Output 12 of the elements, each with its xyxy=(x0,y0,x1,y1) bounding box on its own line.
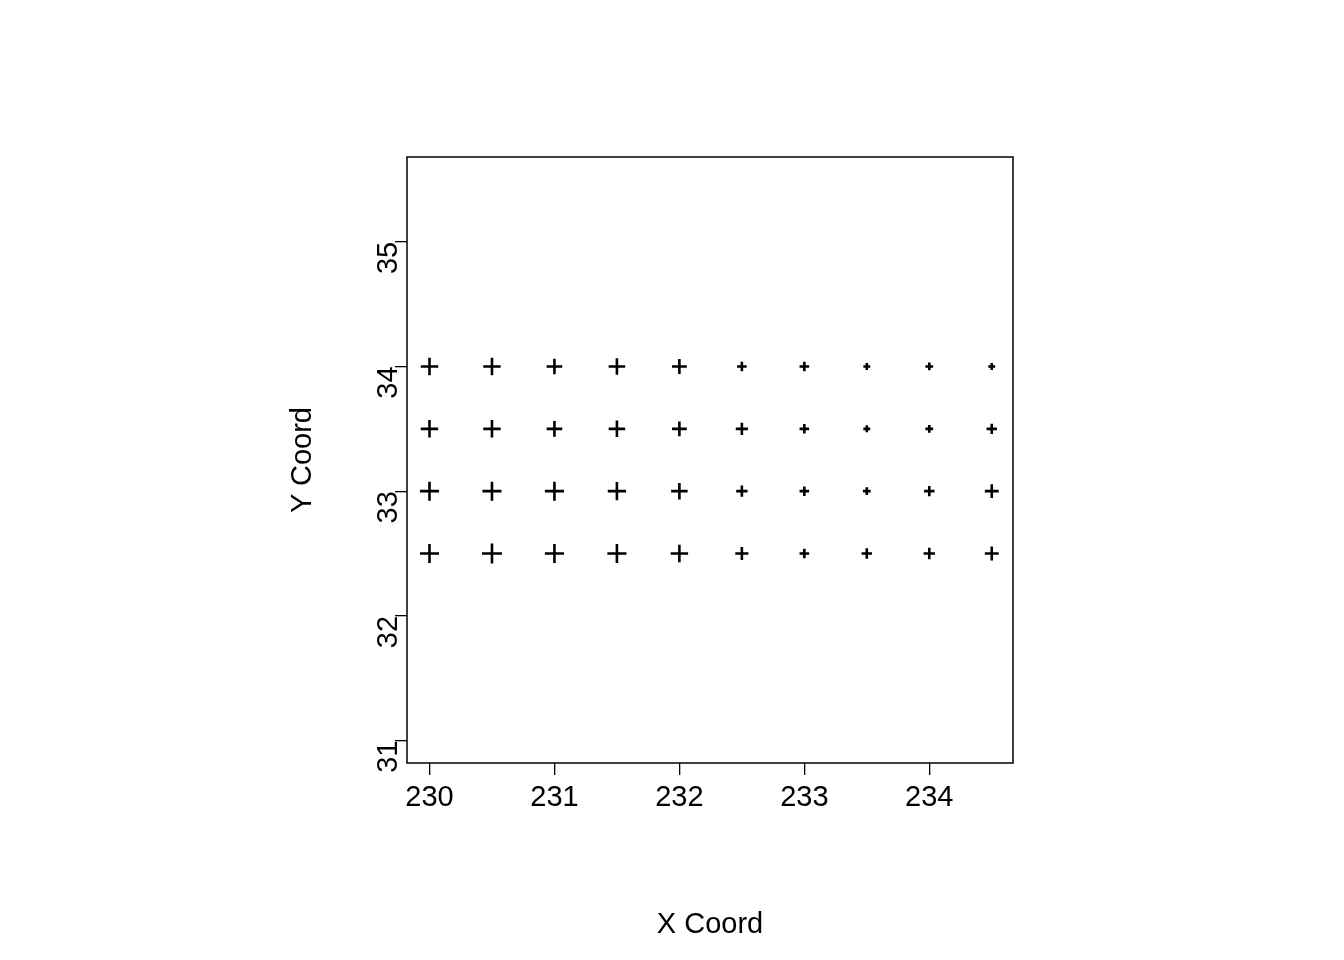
x-tick-label: 230 xyxy=(405,780,454,813)
x-tick-label: 232 xyxy=(655,780,704,813)
x-tick-label: 233 xyxy=(780,780,829,813)
y-tick-label: 31 xyxy=(371,740,403,773)
y-axis-title: Y Coord xyxy=(285,407,318,513)
x-axis-title: X Coord xyxy=(656,906,764,939)
y-tick-label: 33 xyxy=(371,491,403,524)
y-tick-label: 34 xyxy=(371,366,403,399)
x-tick-label: 231 xyxy=(530,780,579,813)
y-tick-label: 32 xyxy=(371,615,403,649)
y-tick-label: 35 xyxy=(371,241,403,275)
x-tick-label: 234 xyxy=(905,780,954,813)
